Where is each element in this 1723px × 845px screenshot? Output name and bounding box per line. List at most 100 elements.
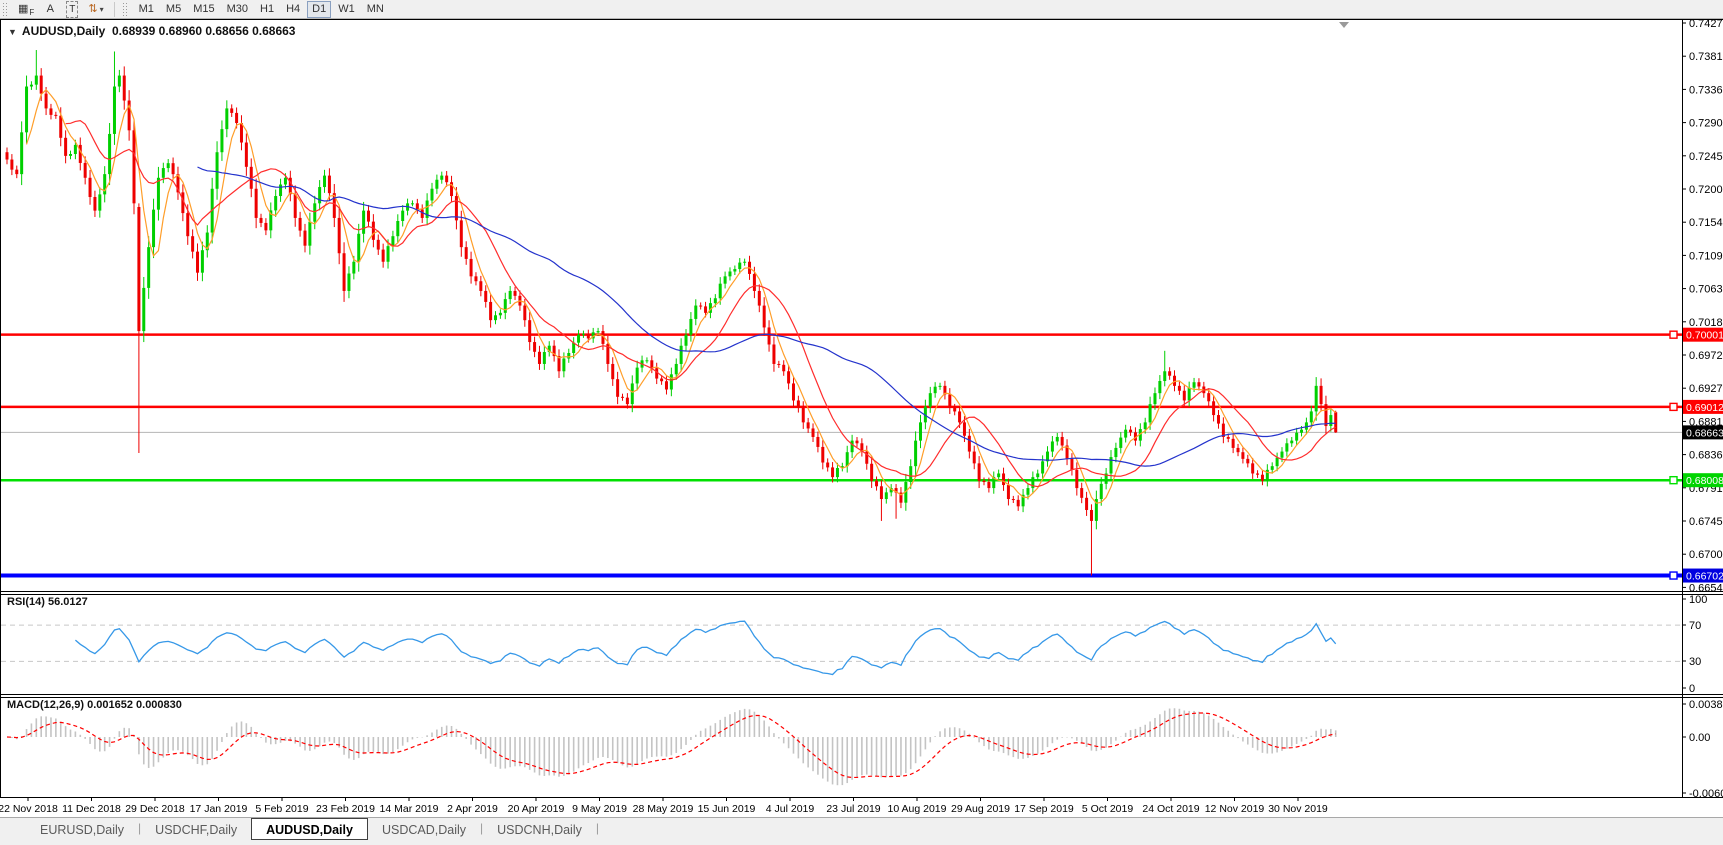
color-cycle-tool-button[interactable]: ⇅ ▾ xyxy=(83,1,108,18)
level-handle xyxy=(1669,571,1678,580)
svg-text:0.70001: 0.70001 xyxy=(1686,330,1723,342)
svg-text:15 Jun 2019: 15 Jun 2019 xyxy=(698,803,756,815)
grid-f-tool-button[interactable]: ▦ F xyxy=(13,1,39,18)
chevron-down-icon: ▾ xyxy=(99,4,104,14)
svg-text:4 Jul 2019: 4 Jul 2019 xyxy=(766,803,815,815)
svg-text:28 May 2019: 28 May 2019 xyxy=(633,803,694,815)
svg-text:10 Aug 2019: 10 Aug 2019 xyxy=(888,803,947,815)
chart-symbol-period: AUDUSD,Daily xyxy=(21,24,106,38)
font-tool-button[interactable]: A xyxy=(39,1,61,18)
tab-audusd[interactable]: AUDUSD,Daily xyxy=(251,818,368,840)
svg-text:5 Oct 2019: 5 Oct 2019 xyxy=(1082,803,1134,815)
level-handle xyxy=(1669,402,1678,412)
macd-histogram xyxy=(11,708,1337,786)
date-axis: 22 Nov 2018 11 Dec 2018 29 Dec 2018 17 Jan … xyxy=(0,797,1328,815)
svg-text:17 Jan 2019: 17 Jan 2019 xyxy=(190,803,248,815)
timeframe-button-w1[interactable]: W1 xyxy=(333,1,360,18)
timeframe-group: M1 M5 M15 M30 H1 H4 D1 W1 MN xyxy=(133,0,390,18)
chart-title: ▼ AUDUSD,Daily 0.68939 0.68960 0.68656 0.… xyxy=(8,24,295,38)
svg-text:12 Nov 2019: 12 Nov 2019 xyxy=(1205,803,1265,815)
timeframe-button-m30[interactable]: M30 xyxy=(222,1,253,18)
current-price-tag: 0.68663 xyxy=(1686,427,1723,439)
svg-text:29 Aug 2019: 29 Aug 2019 xyxy=(951,803,1010,815)
toolbar-grip[interactable] xyxy=(2,2,9,16)
timeframe-button-mn[interactable]: MN xyxy=(362,1,389,18)
rsi-line xyxy=(74,620,1337,676)
horizontal-level-lines[interactable]: 0.70001 0.69012 0.68008 0.66702 xyxy=(1,327,1723,583)
chart-tab-bar: EURUSD,Daily | USDCHF,Daily AUDUSD,Daily USD… xyxy=(0,817,1723,845)
tab-separator: | xyxy=(138,821,142,835)
chart-menu-triangle-icon[interactable]: ▼ xyxy=(8,27,17,37)
textbox-tool-button[interactable]: T xyxy=(61,0,83,18)
toolbar-grip-2[interactable] xyxy=(121,2,129,16)
ma-line-5 xyxy=(25,88,1337,504)
textbox-icon: T xyxy=(66,0,79,18)
svg-text:30 Nov 2019: 30 Nov 2019 xyxy=(1268,803,1328,815)
level-handle xyxy=(1669,475,1678,485)
svg-text:0.003804: 0.003804 xyxy=(1689,699,1723,711)
svg-text:0: 0 xyxy=(1689,683,1695,695)
tab-usdcnh[interactable]: USDCNH,Daily xyxy=(497,822,582,837)
svg-text:29 Dec 2018: 29 Dec 2018 xyxy=(125,803,185,815)
macd-signal-line xyxy=(6,712,1336,779)
ma-line-40 xyxy=(197,166,1336,467)
grid-f-sub-label: F xyxy=(29,7,35,17)
svg-text:0.66702: 0.66702 xyxy=(1686,571,1723,583)
svg-text:14 Mar 2019: 14 Mar 2019 xyxy=(380,803,439,815)
color-cycle-icon: ⇅ xyxy=(88,2,98,15)
svg-text:9 May 2019: 9 May 2019 xyxy=(572,803,627,815)
svg-text:24 Oct 2019: 24 Oct 2019 xyxy=(1142,803,1199,815)
rsi-indicator-label: RSI(14) 56.0127 xyxy=(7,596,88,608)
svg-text:17 Sep 2019: 17 Sep 2019 xyxy=(1014,803,1074,815)
timeframe-button-d1[interactable]: D1 xyxy=(307,0,332,18)
svg-text:-0.00608: -0.00608 xyxy=(1689,788,1723,800)
font-a-icon: A xyxy=(46,2,54,15)
svg-text:23 Jul 2019: 23 Jul 2019 xyxy=(826,803,880,815)
tab-usdcad[interactable]: USDCAD,Daily xyxy=(381,822,466,837)
timeframe-button-m5[interactable]: M5 xyxy=(161,1,186,18)
svg-text:70: 70 xyxy=(1689,620,1701,632)
svg-text:11 Dec 2018: 11 Dec 2018 xyxy=(62,803,121,815)
timeframe-button-h4[interactable]: H4 xyxy=(281,1,305,18)
svg-text:22 Nov 2018: 22 Nov 2018 xyxy=(0,803,58,815)
svg-text:2 Apr 2019: 2 Apr 2019 xyxy=(447,803,498,815)
svg-text:23 Feb 2019: 23 Feb 2019 xyxy=(316,803,375,815)
timeframe-button-m15[interactable]: M15 xyxy=(188,1,219,18)
tab-usdchf[interactable]: USDCHF,Daily xyxy=(155,822,238,837)
top-toolbar: ▦ F A T ⇅ ▾ M1 M5 M15 M30 H1 H4 D1 W1 MN xyxy=(0,0,1723,19)
level-handle xyxy=(1669,330,1678,339)
tab-separator: | xyxy=(595,821,599,835)
tab-eurusd[interactable]: EURUSD,Daily xyxy=(40,822,125,837)
grid-icon: ▦ xyxy=(18,2,29,15)
ma-line-13 xyxy=(65,119,1336,488)
timeframe-button-h1[interactable]: H1 xyxy=(255,1,279,18)
svg-text:5 Feb 2019: 5 Feb 2019 xyxy=(255,803,308,815)
chart-shift-marker-icon[interactable] xyxy=(1339,22,1349,28)
svg-text:30: 30 xyxy=(1689,656,1701,668)
svg-text:0.69012: 0.69012 xyxy=(1686,402,1723,414)
macd-panel: 0.003804 0.00 -0.00608 xyxy=(6,699,1723,800)
toolbar-separator xyxy=(113,1,115,17)
svg-text:0.68008: 0.68008 xyxy=(1686,475,1723,487)
macd-indicator-label: MACD(12,26,9) 0.001652 0.000830 xyxy=(7,699,182,711)
timeframe-button-m1[interactable]: M1 xyxy=(134,1,159,18)
